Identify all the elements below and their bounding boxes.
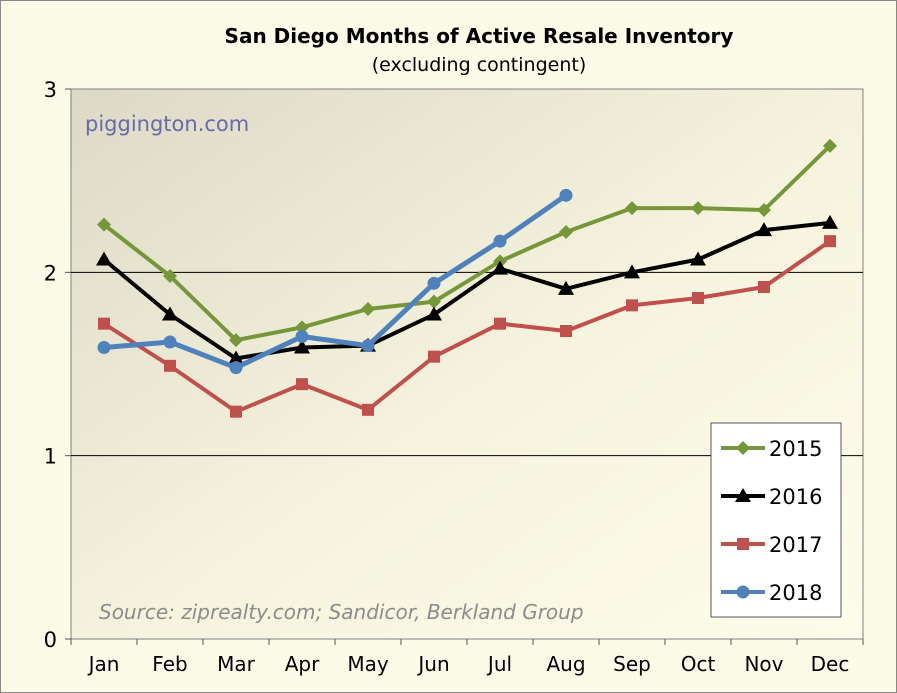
- legend-label-2016: 2016: [769, 485, 822, 509]
- x-tick-label: Jan: [87, 652, 120, 676]
- data-point-2015: [361, 302, 375, 316]
- x-tick-label: Jun: [416, 652, 449, 676]
- data-point-2017: [428, 350, 440, 363]
- y-tick-label: 2: [44, 261, 57, 285]
- legend-marker-2016: [735, 488, 751, 502]
- data-point-2015: [295, 320, 309, 335]
- legend: 2015 2016 2017 2018: [710, 422, 842, 618]
- data-point-2015: [757, 203, 771, 217]
- data-point-2016: [690, 251, 706, 266]
- legend-label-2017: 2017: [769, 533, 822, 557]
- data-point-2018: [361, 339, 375, 353]
- data-point-2015: [691, 201, 705, 216]
- data-point-2015: [229, 333, 243, 348]
- data-point-2015: [97, 217, 111, 232]
- data-point-2016: [426, 306, 442, 321]
- data-point-2016: [558, 280, 574, 295]
- chart-title: San Diego Months of Active Resale Invent…: [225, 24, 734, 48]
- data-point-2016: [756, 222, 772, 237]
- data-point-2016: [492, 260, 508, 275]
- x-tick-label: Apr: [285, 652, 320, 676]
- data-point-2016: [228, 350, 244, 365]
- data-point-2018: [229, 361, 243, 375]
- watermark: piggington.com: [85, 112, 249, 136]
- data-point-2018: [97, 341, 111, 354]
- data-point-2017: [560, 325, 572, 337]
- x-tick-label: Dec: [811, 652, 850, 676]
- series-line-2017: [102, 239, 832, 414]
- data-point-2015: [823, 138, 837, 153]
- series-2015: [97, 138, 837, 348]
- series-line-2015: [102, 144, 832, 343]
- data-point-2015: [559, 225, 573, 239]
- chart-subtitle: (excluding contingent): [372, 54, 586, 76]
- data-point-2018: [427, 276, 441, 290]
- x-tick-label: Nov: [744, 652, 783, 676]
- data-point-2016: [96, 251, 112, 266]
- data-point-2018: [295, 330, 309, 343]
- y-tick-label: 0: [44, 628, 57, 652]
- data-point-2018: [163, 335, 177, 349]
- data-point-2018: [493, 234, 507, 248]
- legend-marker-2017: [737, 538, 749, 550]
- x-tick-label: Sep: [613, 652, 651, 676]
- x-tick-label: Mar: [217, 652, 256, 676]
- data-point-2017: [758, 281, 770, 293]
- series-line-2016: [102, 220, 831, 361]
- data-point-2017: [98, 317, 110, 330]
- data-point-2017: [626, 299, 638, 312]
- series-line-2018: [103, 193, 568, 371]
- data-point-2017: [230, 405, 242, 418]
- series-2018: [97, 188, 573, 375]
- data-point-2016: [624, 264, 640, 279]
- x-tick-label: Feb: [152, 652, 187, 676]
- legend-label-2018: 2018: [769, 581, 822, 605]
- y-tick-label: 3: [44, 78, 57, 102]
- data-point-2016: [162, 306, 178, 321]
- data-point-2018: [559, 188, 573, 202]
- x-tick-label: May: [347, 652, 389, 676]
- data-point-2017: [692, 292, 704, 304]
- data-point-2015: [427, 294, 441, 309]
- data-point-2017: [296, 378, 308, 391]
- data-point-2017: [494, 317, 506, 330]
- data-point-2015: [625, 201, 639, 216]
- data-point-2017: [824, 235, 836, 248]
- data-point-2016: [294, 339, 310, 354]
- data-point-2015: [163, 269, 177, 283]
- data-point-2017: [164, 359, 176, 372]
- source-note: Source: ziprealty.com; Sandicor, Berklan…: [99, 600, 584, 624]
- data-point-2016: [822, 214, 838, 229]
- x-tick-label: Jul: [486, 652, 512, 676]
- legend-marker-2018: [736, 585, 750, 599]
- series-2017: [98, 235, 836, 418]
- data-point-2017: [362, 403, 374, 416]
- x-tick-label: Aug: [546, 652, 585, 676]
- legend-label-2015: 2015: [769, 437, 822, 461]
- legend-marker-2015: [736, 441, 750, 455]
- y-tick-label: 1: [44, 445, 57, 469]
- x-tick-label: Oct: [681, 652, 716, 676]
